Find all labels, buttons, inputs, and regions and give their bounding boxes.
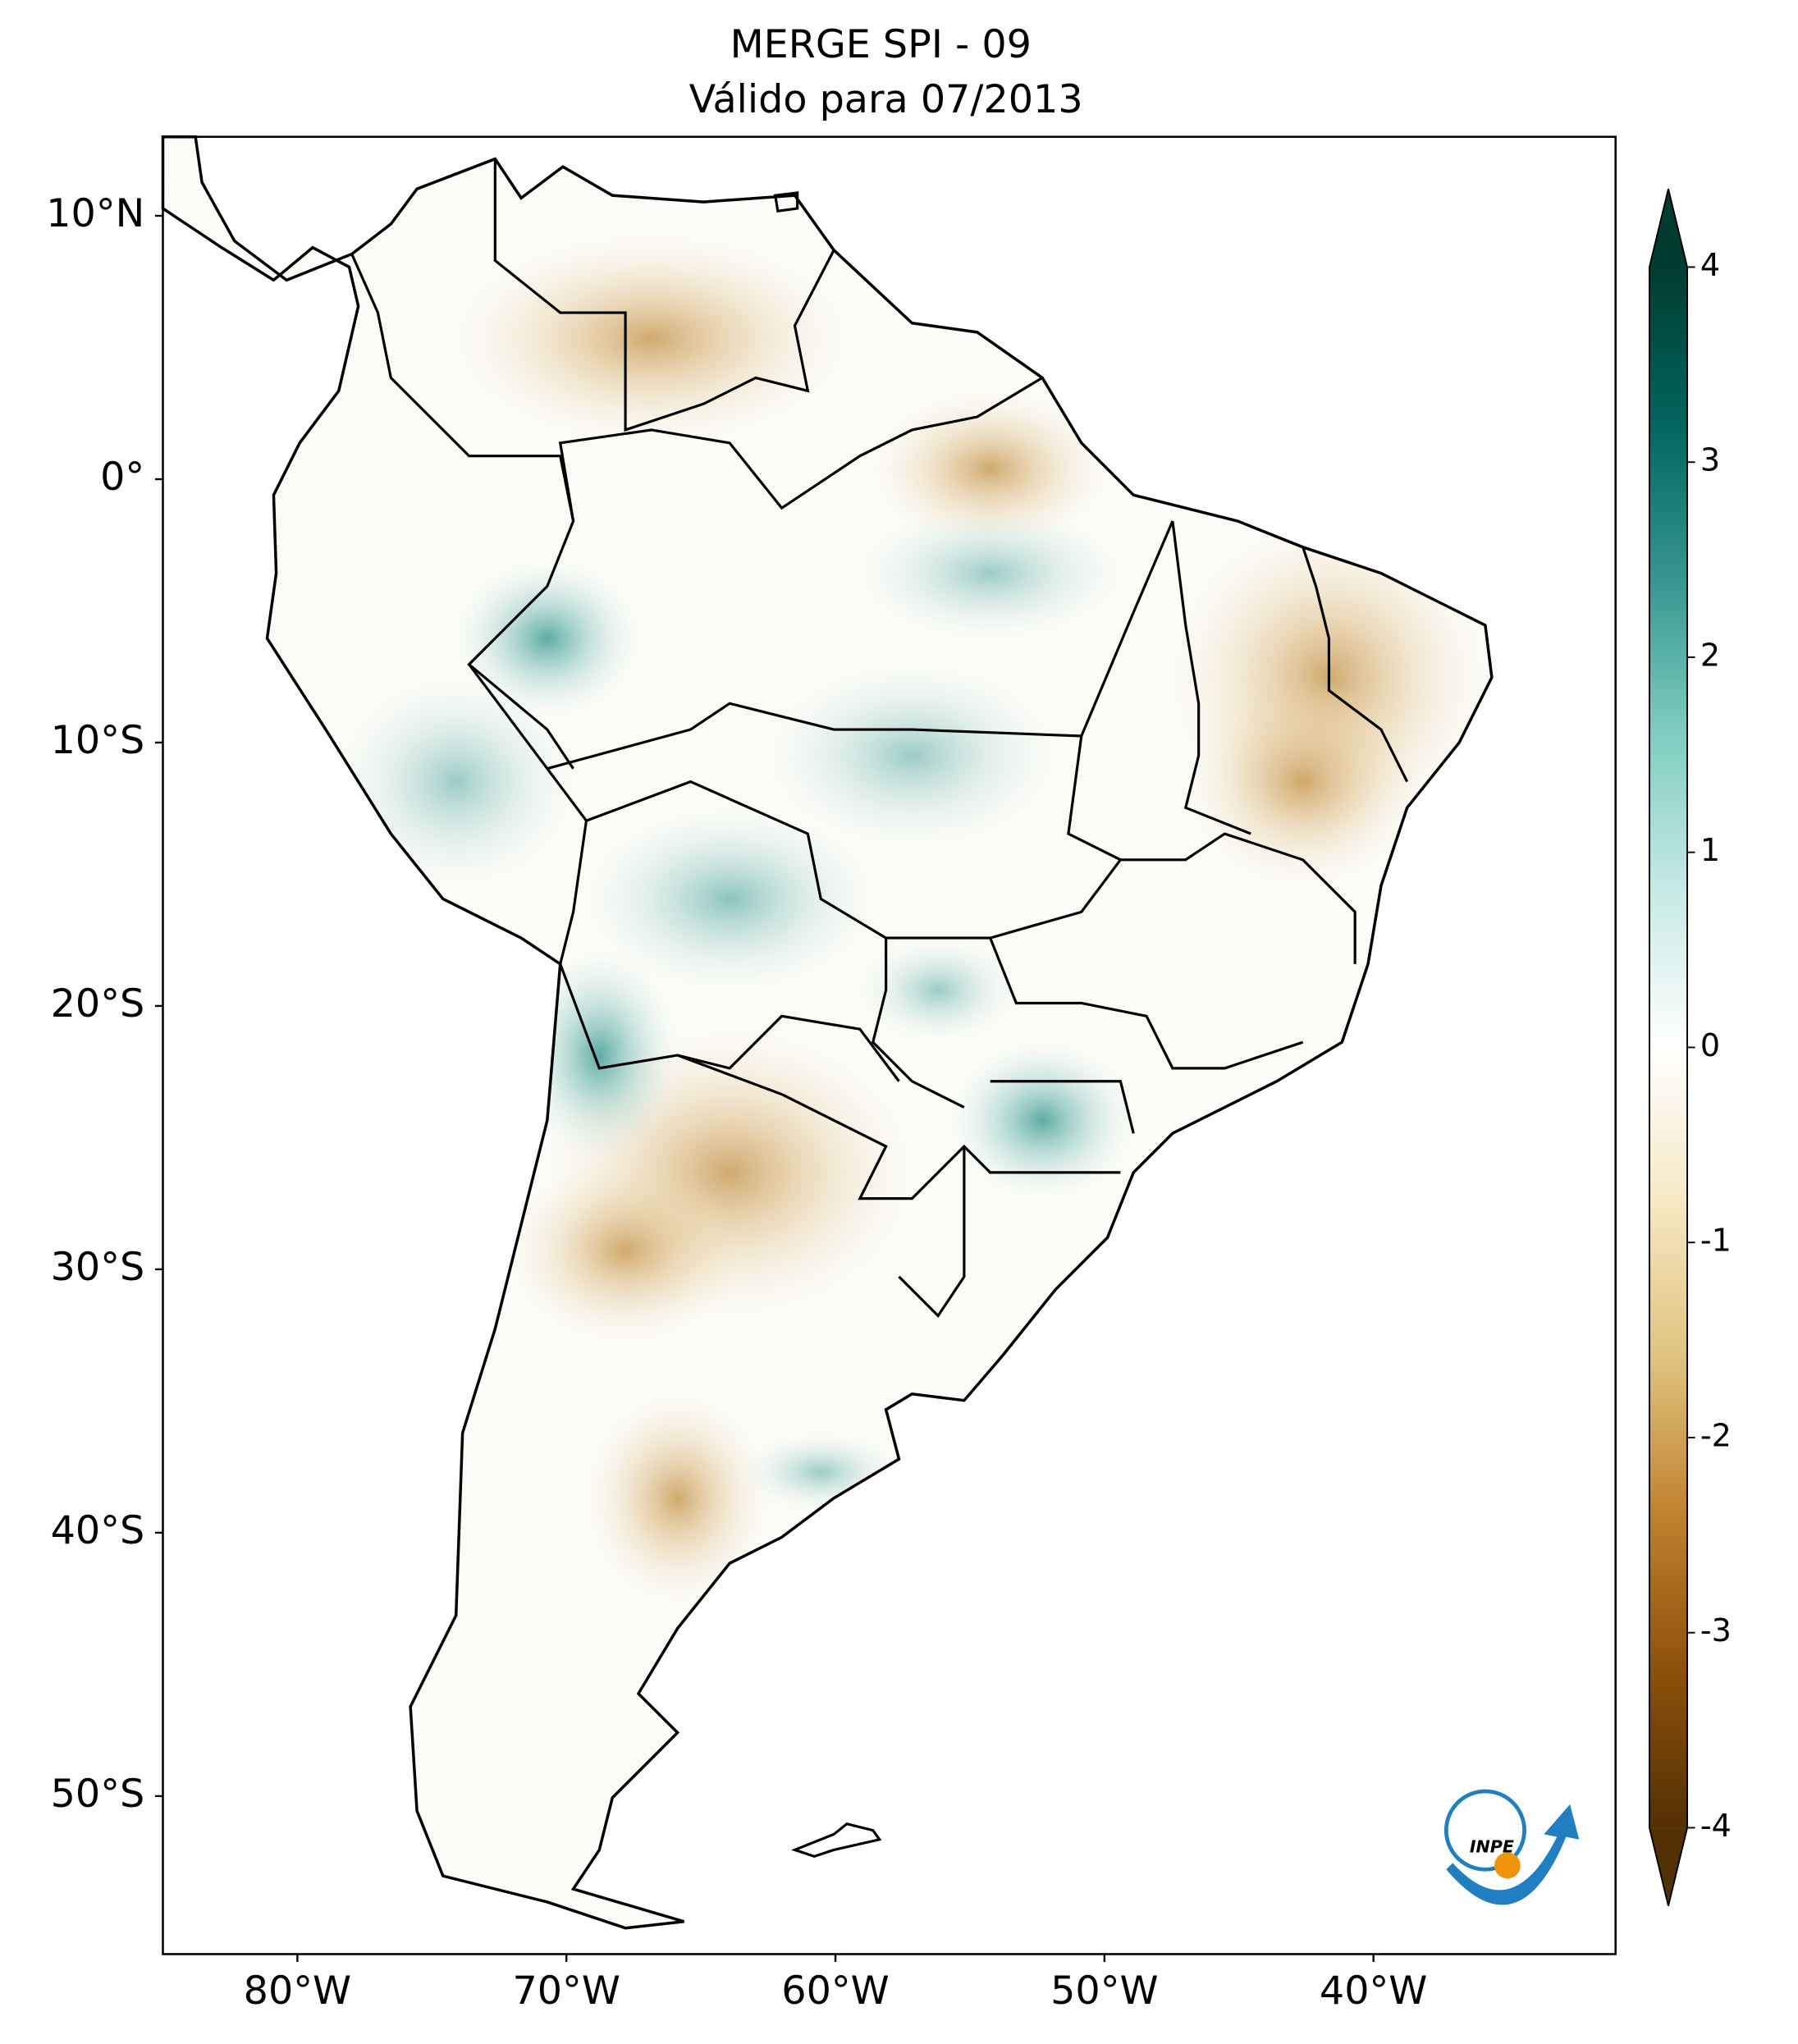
colorbar-extend-bottom <box>1649 1827 1688 1906</box>
colorbar: -4 -3 -2 -1 0 1 2 3 4 <box>1649 188 1732 1906</box>
y-tick-label: 40°S <box>51 1508 145 1553</box>
colorbar-body <box>1649 267 1688 1828</box>
y-tick-label: 0° <box>100 455 144 500</box>
x-tick-label: 50°W <box>1050 1969 1158 2014</box>
colorbar-tick-label: -4 <box>1700 1808 1732 1844</box>
colorbar-tick-label: -3 <box>1700 1612 1732 1648</box>
borders <box>350 158 1409 1319</box>
colorbar-tick-label: 0 <box>1700 1027 1720 1063</box>
y-tick-label: 20°S <box>51 981 145 1027</box>
colorbar-tick-label: 4 <box>1700 247 1720 283</box>
colorbar-tick-label: 2 <box>1700 637 1720 673</box>
colorbar-tick-label: 3 <box>1700 442 1720 478</box>
colorbar-extend-top <box>1649 189 1688 268</box>
y-tick-label: 10°S <box>51 718 145 763</box>
logo: INPE <box>1443 1789 1580 1905</box>
colorbar-tick-label: -1 <box>1700 1223 1732 1259</box>
subtitle: Válido para 07/2013 <box>689 77 1083 122</box>
x-tick-label: 60°W <box>781 1969 889 2014</box>
map-frame <box>162 135 1617 1955</box>
y-tick-label: 10°N <box>46 191 144 236</box>
axes: 80°W 70°W 60°W 50°W 40°W 10°N 0° 10°S 20°S 30°S 40… <box>46 191 1427 2014</box>
colorbar-tick-label: 1 <box>1700 832 1720 868</box>
logo-text: INPE <box>1470 1836 1514 1856</box>
y-tick-label: 50°S <box>51 1772 145 1817</box>
colorbar-tick-label: -2 <box>1700 1417 1732 1453</box>
y-tick-label: 30°S <box>51 1245 145 1290</box>
islands <box>773 191 882 1859</box>
title: MERGE SPI - 09 <box>730 22 1032 67</box>
x-tick-label: 70°W <box>512 1969 620 2014</box>
spi-field <box>162 136 1492 1928</box>
x-tick-label: 80°W <box>244 1969 351 2014</box>
x-tick-label: 40°W <box>1320 1969 1427 2014</box>
